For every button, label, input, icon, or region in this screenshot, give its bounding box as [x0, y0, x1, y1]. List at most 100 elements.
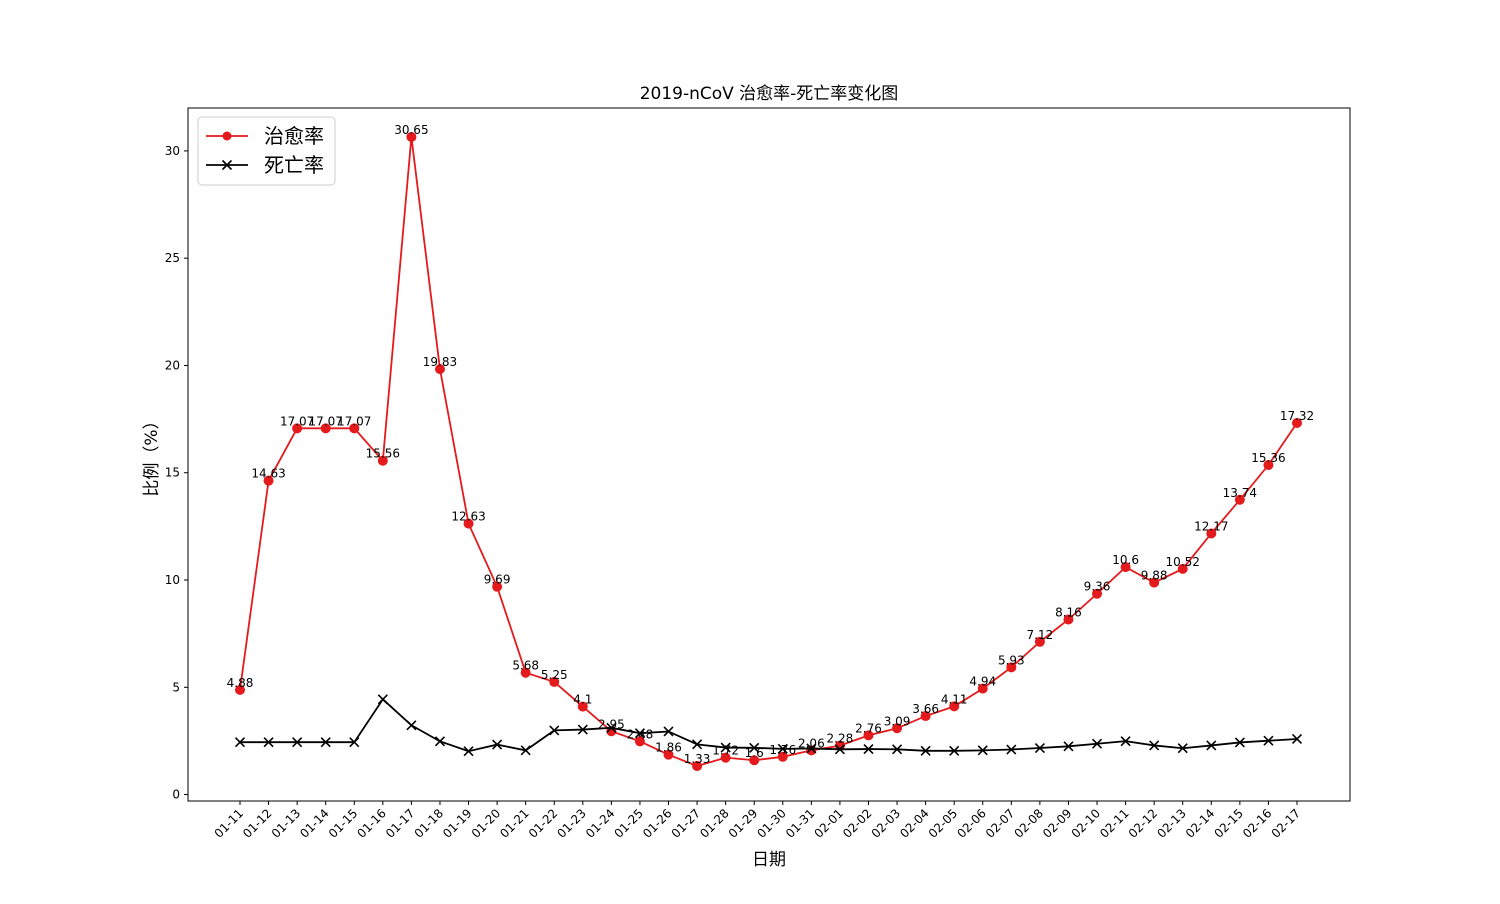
x-tick-label: 02-06 [954, 806, 989, 841]
data-label: 30.65 [394, 123, 428, 137]
x-tick-label: 02-09 [1040, 806, 1075, 841]
x-tick-label: 01-28 [697, 806, 732, 841]
data-point [434, 364, 445, 375]
data-label: 9.36 [1084, 580, 1111, 594]
x-axis-label: 日期 [752, 850, 786, 870]
plot-area-frame [187, 107, 1351, 802]
data-layer: 4.8814.6317.0717.0717.0715.5630.6519.831… [227, 123, 1314, 772]
x-tick-label: 02-12 [1126, 806, 1161, 841]
y-tick-label: 15 [165, 466, 180, 480]
data-point [1120, 562, 1131, 573]
data-label: 1.6 [745, 746, 764, 760]
data-point [1263, 460, 1274, 471]
data-point [720, 752, 731, 763]
data-point [1177, 563, 1188, 574]
data-label: 2.28 [827, 732, 854, 746]
data-point [863, 744, 874, 755]
x-tick-label: 02-03 [869, 806, 904, 841]
data-label: 7.12 [1027, 628, 1054, 642]
data-point [834, 744, 845, 755]
data-point [806, 743, 817, 754]
data-label: 4.94 [969, 675, 996, 689]
data-point [234, 737, 246, 748]
legend-marker [221, 159, 233, 171]
data-point [1063, 741, 1074, 752]
x-tick-label: 01-15 [326, 806, 361, 841]
data-label: 3.66 [912, 702, 939, 716]
data-point [1206, 740, 1217, 751]
x-tick-label: 01-27 [669, 806, 704, 841]
data-point [1091, 738, 1103, 749]
data-label: 17.32 [1280, 409, 1314, 423]
x-tick-label: 01-20 [469, 806, 504, 841]
x-tick-label: 01-16 [354, 806, 389, 841]
legend-label: 死亡率 [264, 153, 324, 177]
data-point [320, 423, 331, 434]
data-point [292, 423, 303, 434]
data-point [863, 730, 874, 741]
data-label: 9.69 [484, 573, 511, 587]
data-point [492, 739, 503, 750]
y-tick-label: 20 [165, 358, 180, 372]
data-point [1263, 735, 1274, 746]
data-point [1149, 740, 1160, 751]
legend-item: 死亡率 [206, 153, 324, 177]
data-point [1149, 577, 1160, 588]
data-point [920, 745, 931, 756]
x-tick-label: 01-30 [754, 806, 789, 841]
data-point [692, 739, 703, 750]
data-label: 4.88 [227, 676, 254, 690]
x-tick-label: 01-26 [640, 806, 675, 841]
y-tick-label: 0 [172, 788, 180, 802]
data-label: 13.74 [1223, 486, 1257, 500]
data-label: 1.86 [655, 741, 682, 755]
data-label: 10.6 [1112, 553, 1139, 567]
data-label: 1.33 [684, 752, 711, 766]
data-point [1120, 736, 1131, 747]
data-label: 17.07 [337, 414, 371, 428]
x-tick-label: 02-01 [811, 806, 846, 841]
data-point [377, 694, 388, 705]
data-point [1206, 528, 1217, 539]
data-point [977, 745, 988, 756]
data-label: 12.63 [451, 510, 485, 524]
x-tick-label: 02-02 [840, 806, 875, 841]
data-point [977, 683, 988, 694]
data-point [235, 684, 245, 695]
series-line [240, 697, 1298, 753]
x-tick-label: 02-14 [1183, 806, 1218, 841]
data-label: 5.68 [512, 659, 539, 673]
data-point [263, 737, 274, 748]
data-point [292, 737, 303, 748]
y-tick-label: 10 [165, 573, 180, 587]
chart-title: 2019-nCoV 治愈率-死亡率变化图 [640, 84, 899, 104]
legend-marker [222, 131, 232, 141]
data-point [749, 742, 760, 753]
data-point [1092, 588, 1103, 599]
x-axis: 01-1101-1201-1301-1401-1501-1601-1701-18… [212, 801, 1304, 841]
x-tick-label: 01-11 [212, 806, 247, 841]
x-tick-label: 01-13 [269, 806, 304, 841]
data-point [263, 475, 274, 486]
data-label: 15.56 [366, 447, 400, 461]
data-point [892, 723, 903, 734]
data-point [1006, 662, 1017, 673]
data-point [663, 749, 674, 760]
data-point [1034, 636, 1045, 647]
data-label: 4.11 [941, 692, 968, 706]
data-label: 19.83 [423, 355, 457, 369]
data-point [1234, 494, 1245, 505]
x-tick-label: 02-17 [1269, 806, 1304, 841]
data-point [349, 423, 360, 434]
y-axis: 0 5 10 15 20 25 30 [165, 144, 188, 802]
y-tick-label: 5 [172, 680, 180, 694]
x-tick-label: 02-15 [1211, 806, 1246, 841]
data-point [463, 518, 474, 529]
x-tick-label: 02-16 [1240, 806, 1275, 841]
data-point [1034, 742, 1045, 754]
x-tick-label: 01-17 [383, 806, 418, 841]
data-point [606, 722, 617, 733]
data-point [920, 711, 931, 722]
